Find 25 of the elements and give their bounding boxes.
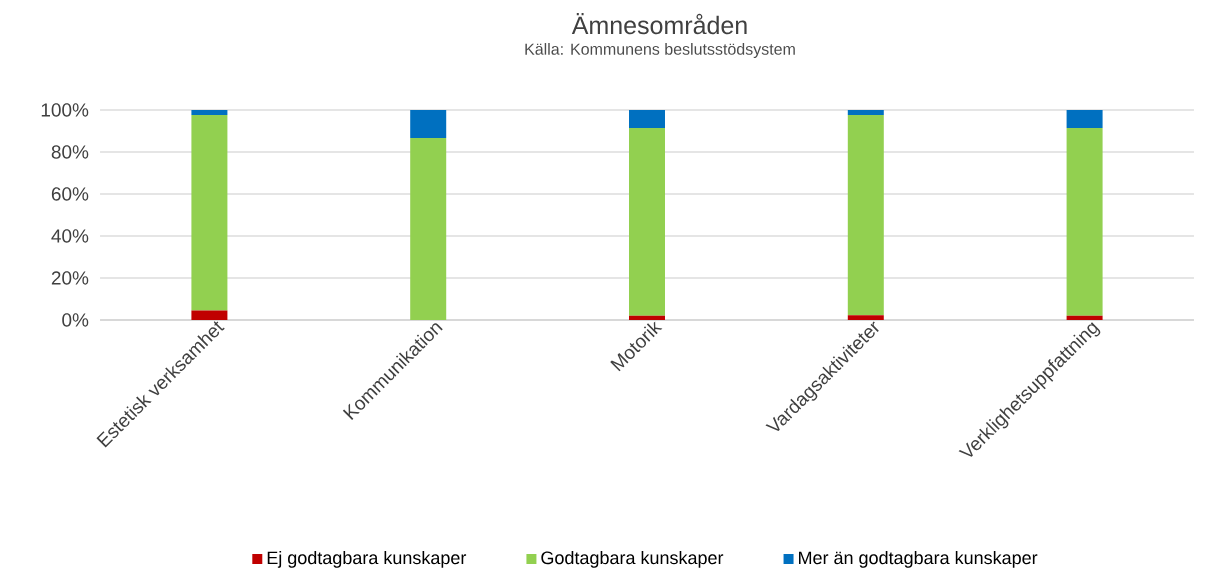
y-tick-label: 60% bbox=[51, 187, 89, 201]
bar bbox=[629, 128, 665, 316]
bar bbox=[410, 137, 447, 320]
bar bbox=[629, 109, 665, 129]
legend-label: Godtagbara kunskaper bbox=[541, 550, 724, 568]
y-tick-label: 20% bbox=[51, 271, 89, 285]
bar bbox=[847, 315, 884, 320]
bar bbox=[410, 109, 447, 138]
chart-title: Ämnesområden bbox=[571, 13, 747, 35]
bar bbox=[1066, 315, 1103, 320]
y-tick-label: 100% bbox=[41, 103, 89, 117]
chart-subtitle: Källa: Kommunens beslutsstödsystem bbox=[525, 43, 795, 58]
y-tick-label: 0% bbox=[62, 313, 89, 327]
bar bbox=[847, 115, 884, 316]
bar bbox=[1066, 128, 1103, 316]
bar bbox=[847, 109, 884, 116]
legend-label: Ej godtagbara kunskaper bbox=[267, 550, 467, 568]
bar bbox=[629, 315, 665, 320]
bar bbox=[191, 109, 228, 116]
bar bbox=[1066, 109, 1103, 129]
y-tick-label: 80% bbox=[51, 145, 89, 159]
legend-label: Mer än godtagbara kunskaper bbox=[799, 550, 1038, 568]
y-tick-label: 40% bbox=[51, 229, 89, 243]
bar bbox=[191, 115, 228, 311]
bar bbox=[191, 310, 228, 320]
